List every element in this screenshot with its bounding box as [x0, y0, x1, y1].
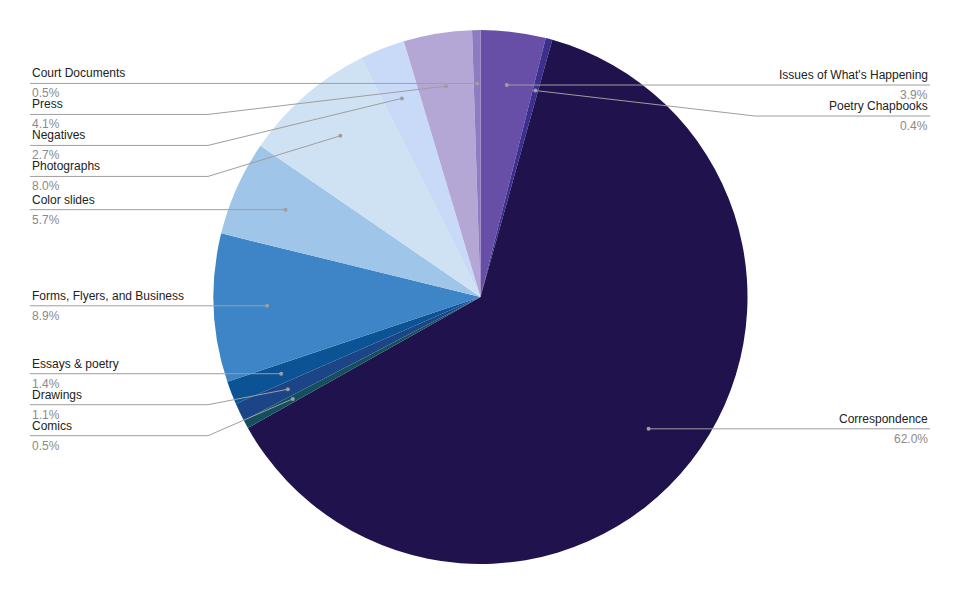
- svg-text:Photographs: Photographs: [32, 159, 100, 173]
- svg-text:0.5%: 0.5%: [32, 439, 60, 453]
- svg-text:5.7%: 5.7%: [32, 213, 60, 227]
- svg-text:Poetry Chapbooks: Poetry Chapbooks: [829, 99, 928, 113]
- svg-text:Press: Press: [32, 97, 63, 111]
- svg-text:4.1%: 4.1%: [32, 117, 60, 131]
- svg-text:3.9%: 3.9%: [900, 88, 928, 102]
- svg-text:Comics: Comics: [32, 419, 72, 433]
- svg-text:Court Documents: Court Documents: [32, 66, 125, 80]
- svg-text:Negatives: Negatives: [32, 128, 85, 142]
- svg-text:Drawings: Drawings: [32, 388, 82, 402]
- svg-text:Color slides: Color slides: [32, 193, 95, 207]
- svg-text:8.0%: 8.0%: [32, 179, 60, 193]
- svg-text:2.7%: 2.7%: [32, 148, 60, 162]
- svg-text:0.5%: 0.5%: [32, 86, 60, 100]
- svg-text:1.4%: 1.4%: [32, 377, 60, 391]
- svg-text:Correspondence: Correspondence: [839, 412, 928, 426]
- svg-text:1.1%: 1.1%: [32, 408, 60, 422]
- svg-text:62.0%: 62.0%: [894, 432, 928, 446]
- svg-text:Forms, Flyers, and Business: Forms, Flyers, and Business: [32, 289, 184, 303]
- svg-text:Essays & poetry: Essays & poetry: [32, 357, 119, 371]
- svg-text:0.4%: 0.4%: [900, 119, 928, 133]
- svg-text:8.9%: 8.9%: [32, 309, 60, 323]
- svg-text:Issues of What's Happening: Issues of What's Happening: [779, 68, 928, 82]
